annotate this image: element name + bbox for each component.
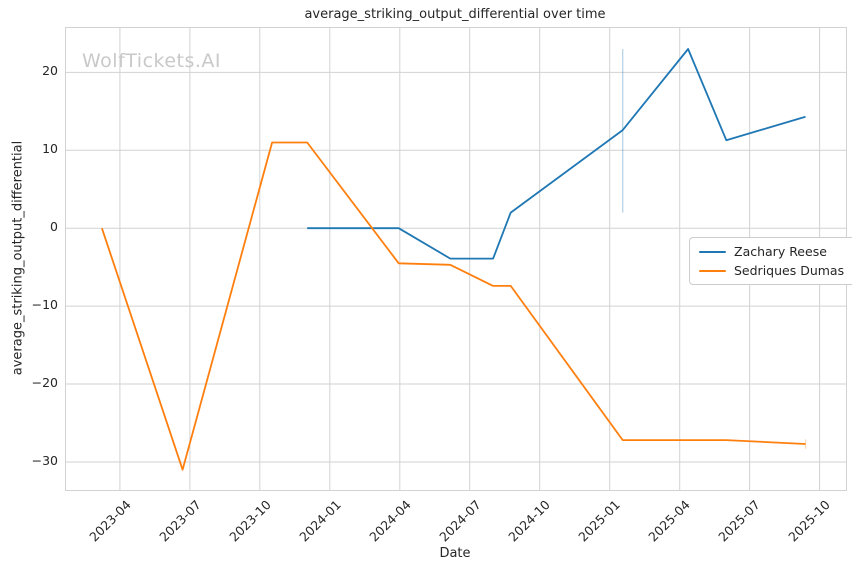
- legend-item: Zachary Reese: [699, 244, 844, 259]
- x-axis-label: Date: [439, 546, 471, 561]
- x-tick-label: 2025-04: [645, 497, 694, 545]
- series-line-zachary-reese: [307, 48, 806, 260]
- y-tick-label: −20: [31, 375, 58, 391]
- y-tick-label: −30: [31, 452, 58, 468]
- legend-item: Sedriques Dumas: [699, 263, 844, 278]
- y-tick-label: −10: [31, 297, 58, 313]
- x-tick-label: 2023-07: [155, 497, 204, 545]
- x-tick-label: 2025-07: [715, 497, 764, 545]
- y-axis-label: average_striking_output_differential: [10, 140, 26, 376]
- y-tick-label: 20: [42, 63, 58, 79]
- legend-label: Sedriques Dumas: [734, 263, 845, 278]
- x-tick-label: 2023-10: [225, 497, 274, 545]
- y-tick-label: 10: [42, 141, 58, 157]
- x-tick-label: 2023-04: [85, 497, 134, 545]
- legend-label: Zachary Reese: [734, 244, 827, 259]
- chart-title: average_striking_output_differential ove…: [304, 7, 606, 22]
- legend-line-sample-sedriques-dumas: [699, 269, 726, 272]
- x-tick-label: 2024-07: [435, 497, 484, 545]
- y-tick-label: 0: [50, 219, 58, 235]
- x-tick-label: 2025-10: [785, 497, 834, 545]
- watermark: WolfTickets.AI: [82, 50, 222, 72]
- x-tick-label: 2025-01: [575, 497, 624, 545]
- x-tick-label: 2024-01: [295, 497, 344, 545]
- series-line-sedriques-dumas: [101, 141, 806, 471]
- legend: Zachary Reese Sedriques Dumas: [689, 237, 852, 285]
- x-tick-label: 2024-10: [505, 497, 554, 545]
- x-tick-label: 2024-04: [365, 497, 414, 545]
- legend-line-sample-zachary-reese: [699, 250, 726, 253]
